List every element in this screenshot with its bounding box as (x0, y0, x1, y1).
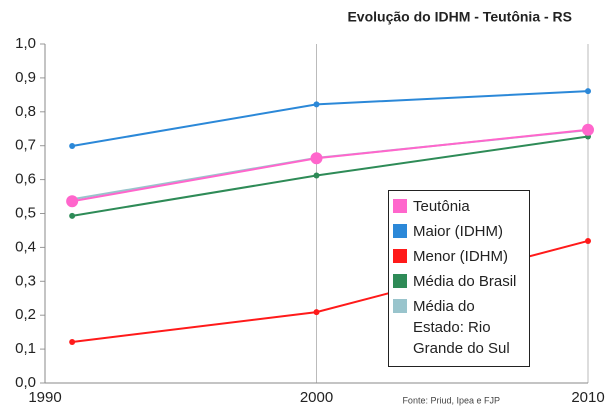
legend-swatch (393, 274, 407, 288)
y-tick-label: 0,9 (15, 69, 36, 86)
point (310, 152, 323, 165)
y-tick-label: 0,4 (15, 238, 36, 255)
x-tick-label: 2000 (300, 389, 333, 406)
legend-swatch (393, 199, 407, 213)
legend-item: Teutônia (393, 196, 529, 217)
y-tick-label: 0,2 (15, 306, 36, 323)
y-tick-label: 0,6 (15, 171, 36, 188)
point (313, 101, 320, 108)
legend-swatch (393, 249, 407, 263)
y-tick-label: 0,3 (15, 272, 36, 289)
source-note: Fonte: Priud, Ipea e FJP (402, 395, 500, 405)
legend-label: Maior (IDHM) (413, 223, 503, 240)
point (585, 237, 591, 244)
point (582, 123, 594, 136)
y-tick-label: 0,8 (15, 103, 36, 120)
legend-label: Média do Estado: Rio Grande do Sul (413, 298, 510, 357)
legend-swatch (393, 299, 407, 313)
y-tick-label: 0,5 (15, 204, 36, 221)
point (313, 172, 320, 179)
x-tick-label: 1990 (28, 389, 61, 406)
point (585, 88, 591, 95)
y-tick-label: 0,0 (15, 374, 36, 391)
chart-title: Evolução do IDHM - Teutônia - RS (347, 9, 572, 25)
legend-item: Menor (IDHM) (393, 246, 529, 267)
legend-label: Média do Brasil (413, 273, 517, 290)
point (69, 212, 76, 219)
legend-item: Média do Estado: Rio Grande do Sul (393, 296, 529, 359)
legend-label: Menor (IDHM) (413, 248, 509, 265)
legend-label: Teutônia (413, 198, 470, 215)
point (69, 338, 76, 345)
series-line (71, 129, 589, 201)
legend: Teutônia Maior (IDHM) Menor (IDHM) Média do… (388, 190, 530, 367)
x-tick-label: 2010 (571, 389, 604, 406)
point (69, 143, 76, 150)
y-tick-label: 1,0 (15, 35, 36, 52)
y-tick-label: 0,7 (15, 137, 36, 154)
point (66, 195, 79, 208)
legend-item: Média do Brasil (393, 271, 529, 292)
y-tick-label: 0,1 (15, 340, 36, 357)
legend-swatch (393, 224, 407, 238)
point (313, 309, 320, 316)
legend-item: Maior (IDHM) (393, 221, 529, 242)
